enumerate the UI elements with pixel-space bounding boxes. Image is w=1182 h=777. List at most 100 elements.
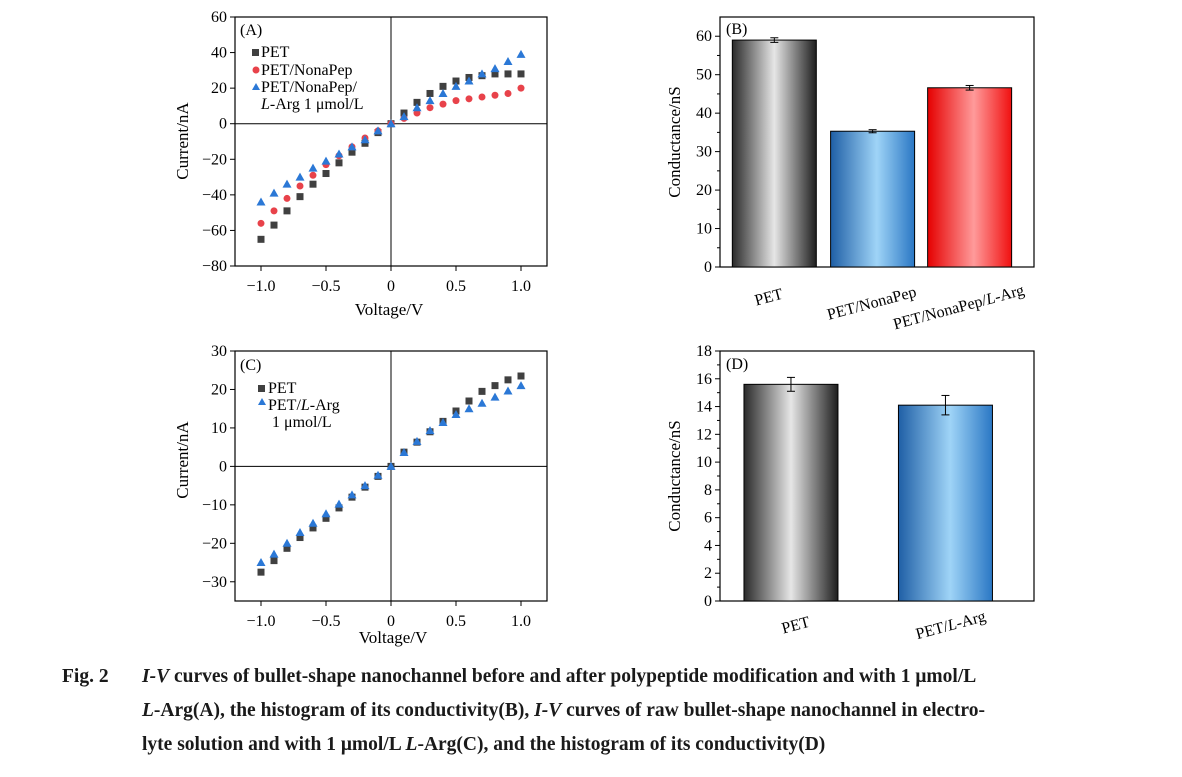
caption-line-2-text-a: -Arg(A), the histogram of its conductivi…	[153, 700, 535, 721]
data-point-series-1	[335, 159, 343, 167]
caption-line-1: Fig. 2 I-V curves of bullet-shape nanocha…	[62, 660, 1162, 694]
data-point-series-1	[413, 98, 421, 106]
data-point-series-1	[465, 397, 473, 405]
panel-d-category-2: PET/L-Arg	[914, 608, 988, 643]
panel-b-category-1: PET	[753, 286, 785, 310]
data-point-series-3	[516, 49, 526, 58]
data-point-series-1	[257, 568, 265, 576]
bar-pet-nonapep-l-arg	[927, 87, 1013, 268]
data-point-series-2	[295, 528, 305, 537]
panel-c-ticks: −1.0 −0.5 0 0.5 1.0 −30 −20 −10 0 10 20 30	[202, 343, 531, 630]
caption-line-2-text-b: curves of raw bullet-shape nanochannel i…	[561, 700, 985, 721]
panel-d-ticks: 0 2 4 6 8 10 12 14 16 18	[696, 343, 720, 610]
data-point-series-2	[478, 93, 486, 101]
data-point-series-1	[283, 544, 291, 552]
y-tick-label: 18	[696, 343, 712, 360]
bar-pet-nonapep	[830, 130, 916, 268]
data-point-series-2	[360, 481, 370, 490]
y-tick-label: −60	[202, 222, 227, 239]
legend-label-larg-line2: L-Arg 1 μmol/L	[260, 96, 364, 113]
caption-l-2: L	[405, 734, 418, 755]
data-point-series-2	[309, 171, 317, 179]
x-tick-label: 1.0	[511, 613, 531, 630]
y-tick-label: −40	[202, 187, 227, 204]
panel-a-points	[256, 49, 526, 243]
data-point-series-2	[308, 518, 318, 527]
x-tick-label: −1.0	[246, 278, 275, 295]
bar-pet	[731, 39, 817, 268]
y-tick-label: −80	[202, 258, 227, 275]
x-tick-label: 0.5	[446, 278, 466, 295]
y-tick-label: 20	[211, 381, 227, 398]
data-point-series-3	[321, 156, 331, 165]
y-tick-label: −20	[202, 535, 227, 552]
data-point-series-1	[504, 376, 512, 384]
data-point-series-1	[478, 387, 486, 395]
legend-label-larg-line1: PET/NonaPep/	[261, 79, 358, 96]
data-point-series-3	[503, 56, 513, 65]
data-point-series-1	[361, 139, 369, 147]
legend-label-larg-italic: L	[300, 397, 310, 414]
data-point-series-2	[282, 538, 292, 547]
y-tick-label: −30	[202, 574, 227, 591]
legend-label-pet: PET	[268, 380, 297, 397]
panel-b-ticks: 0 10 20 30 40 50 60	[696, 28, 720, 276]
y-tick-label: 10	[696, 221, 712, 238]
panel-d-category-1: PET	[780, 614, 812, 638]
data-point-series-2	[438, 418, 448, 427]
data-point-series-1	[348, 148, 356, 156]
x-tick-label: 1.0	[511, 278, 531, 295]
data-point-series-2	[412, 436, 422, 445]
panel-a-label: (A)	[240, 22, 262, 39]
data-point-series-1	[491, 382, 499, 390]
y-tick-label: 60	[211, 9, 227, 26]
panel-c-ylabel: Current/nA	[173, 421, 192, 499]
data-point-series-1	[426, 89, 434, 97]
data-point-series-2	[452, 97, 460, 105]
y-tick-label: 4	[704, 537, 712, 554]
caption-l-1: L	[142, 700, 154, 721]
panel-b-label: (B)	[726, 21, 747, 38]
data-point-series-2	[504, 89, 512, 97]
data-point-series-1	[322, 514, 330, 522]
data-point-series-2	[296, 182, 304, 190]
legend-marker-pet	[258, 385, 265, 392]
y-tick-label: 10	[211, 420, 227, 437]
panel-b-ylabel: Conductance/nS	[665, 86, 684, 197]
data-point-series-3	[477, 69, 487, 78]
bar-pet-l-arg	[897, 404, 993, 602]
data-point-series-2	[321, 509, 331, 518]
panel-d-label: (D)	[726, 356, 748, 373]
panel-a-xlabel: Voltage/V	[355, 300, 424, 319]
data-point-series-2	[491, 91, 499, 99]
data-point-series-2	[439, 100, 447, 108]
y-tick-label: 0	[704, 593, 712, 610]
data-point-series-3	[256, 197, 266, 206]
panel-d-bars	[743, 376, 993, 602]
data-point-series-3	[386, 119, 396, 128]
data-point-series-2	[270, 207, 278, 215]
data-point-series-2	[464, 404, 474, 413]
panel-c-points	[256, 372, 526, 576]
data-point-series-2	[516, 381, 526, 390]
data-point-series-1	[504, 70, 512, 78]
legend-label-larg: PET/L-Arg	[268, 397, 340, 414]
panel-c-scatter: −1.0 −0.5 0 0.5 1.0 −30 −20 −10 0 10 20 30 (C) Volt…	[173, 343, 548, 647]
y-tick-label: 20	[211, 80, 227, 97]
data-point-series-3	[373, 126, 383, 135]
data-point-series-1	[296, 534, 304, 542]
data-point-series-2	[413, 109, 421, 117]
data-point-series-1	[270, 221, 278, 229]
data-point-series-1	[309, 180, 317, 188]
data-point-series-2	[373, 470, 383, 479]
data-point-series-3	[347, 142, 357, 151]
caption-line-2: L-Arg(A), the histogram of its conductiv…	[62, 694, 1162, 728]
panel-d-category-2-suffix: -Arg	[954, 608, 987, 632]
panel-b-category-3-suffix: -Arg	[993, 282, 1026, 306]
data-point-series-2	[426, 104, 434, 112]
data-point-series-3	[282, 179, 292, 188]
legend-label-pet: PET	[261, 44, 290, 61]
caption-line-1-text: curves of bullet-shape nanochannel befor…	[169, 666, 977, 687]
data-point-series-3	[295, 172, 305, 181]
